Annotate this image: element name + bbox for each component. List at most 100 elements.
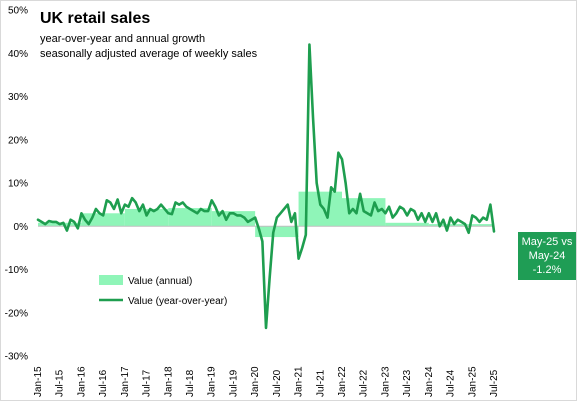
yoy-point [348, 212, 350, 214]
yoy-point [475, 217, 477, 219]
latest-value-callout: May-25 vs May-24 -1.2% [518, 232, 576, 280]
yoy-point [460, 221, 463, 223]
yoy-point [272, 232, 274, 234]
y-tick-label: 10% [8, 179, 28, 190]
yoy-point [464, 223, 466, 225]
yoy-point [439, 225, 441, 227]
x-tick-label: Jul-16 [98, 369, 109, 397]
yoy-point [384, 212, 387, 214]
yoy-point [185, 206, 187, 208]
yoy-point [167, 212, 169, 214]
x-tick-label: Jan-15 [33, 366, 44, 397]
yoy-point [287, 204, 289, 206]
legend-label-annual: Value (annual) [128, 276, 192, 287]
annual-bar-2024 [428, 224, 473, 227]
yoy-point [66, 229, 68, 232]
legend-label-yoy: Value (year-over-year) [128, 296, 227, 307]
yoy-point [88, 223, 90, 225]
yoy-point [73, 221, 75, 223]
yoy-point [142, 204, 144, 206]
yoy-point [196, 212, 198, 214]
yoy-point [106, 199, 108, 201]
x-tick-label: Jan-21 [294, 366, 305, 397]
yoy-point [424, 221, 426, 223]
yoy-point [247, 221, 249, 223]
chart-subtitle-2: seasonally adjusted average of weekly sa… [40, 48, 258, 60]
x-tick-label: Jul-17 [142, 369, 153, 397]
yoy-point [250, 219, 253, 221]
yoy-point [124, 204, 126, 206]
yoy-point [261, 240, 263, 242]
yoy-point [377, 210, 379, 212]
x-tick-label: Jul-24 [446, 369, 457, 397]
x-tick-label: Jan-18 [163, 366, 174, 397]
yoy-point [80, 212, 83, 214]
yoy-point [41, 221, 43, 223]
x-tick-label: Jan-19 [207, 366, 218, 397]
legend-swatch-annual [99, 275, 123, 285]
yoy-point [395, 212, 397, 214]
x-tick-label: Jul-25 [489, 369, 500, 397]
chart-subtitle-1: year-over-year and annual growth [40, 33, 206, 45]
annual-area-group [38, 191, 494, 238]
yoy-point [406, 214, 408, 217]
yoy-point [62, 222, 64, 224]
yoy-point [127, 206, 130, 208]
yoy-line-group [36, 43, 496, 330]
yoy-point [453, 223, 455, 225]
x-tick-label: Jul-23 [402, 369, 413, 397]
yoy-point [334, 191, 336, 193]
yoy-point [37, 219, 39, 221]
yoy-point [193, 210, 195, 212]
yoy-point [319, 204, 321, 206]
yoy-point [258, 227, 260, 230]
yoy-point [265, 327, 267, 329]
yoy-point [355, 212, 358, 214]
y-tick-label: -20% [5, 308, 28, 319]
yoy-series-line [36, 43, 496, 330]
yoy-point [77, 227, 79, 230]
yoy-point [59, 223, 61, 225]
yoy-point [359, 193, 361, 195]
yoy-point [232, 212, 235, 214]
annual-bar-2017 [124, 208, 169, 227]
y-tick-label: 30% [8, 92, 28, 103]
yoy-point [178, 204, 180, 206]
x-tick-label: Jul-20 [272, 369, 283, 397]
yoy-point [117, 198, 119, 201]
yoy-point [91, 217, 93, 219]
yoy-point [109, 201, 111, 204]
yoy-point [44, 223, 46, 225]
yoy-point [276, 217, 278, 219]
yoy-point [138, 210, 140, 212]
yoy-point [102, 214, 104, 217]
y-tick-label: 20% [8, 135, 28, 146]
yoy-point [388, 206, 390, 208]
x-tick-label: Jul-15 [55, 369, 66, 397]
yoy-point [297, 258, 300, 260]
yoy-point [323, 208, 325, 210]
yoy-point [214, 206, 216, 208]
yoy-point [225, 219, 227, 221]
x-tick-label: Jul-22 [359, 369, 370, 397]
yoy-point [449, 217, 452, 219]
yoy-point [189, 208, 191, 210]
yoy-point [373, 201, 376, 204]
yoy-point [312, 117, 314, 119]
y-axis-ticks: -30% -20% -10% 0% 10% 20% 30% 40% 50% [5, 6, 28, 363]
yoy-point [442, 219, 444, 221]
x-tick-label: Jan-16 [76, 366, 87, 397]
yoy-point [381, 208, 383, 210]
yoy-point [203, 210, 206, 212]
yoy-point [352, 208, 354, 210]
yoy-point [446, 229, 448, 232]
yoy-point [471, 214, 473, 217]
yoy-point [240, 214, 242, 217]
y-tick-label: 0% [14, 222, 29, 233]
yoy-point [211, 199, 213, 201]
yoy-point [489, 204, 491, 206]
y-tick-label: 40% [8, 49, 28, 60]
yoy-point [164, 208, 166, 210]
x-tick-label: Jan-23 [380, 366, 391, 397]
